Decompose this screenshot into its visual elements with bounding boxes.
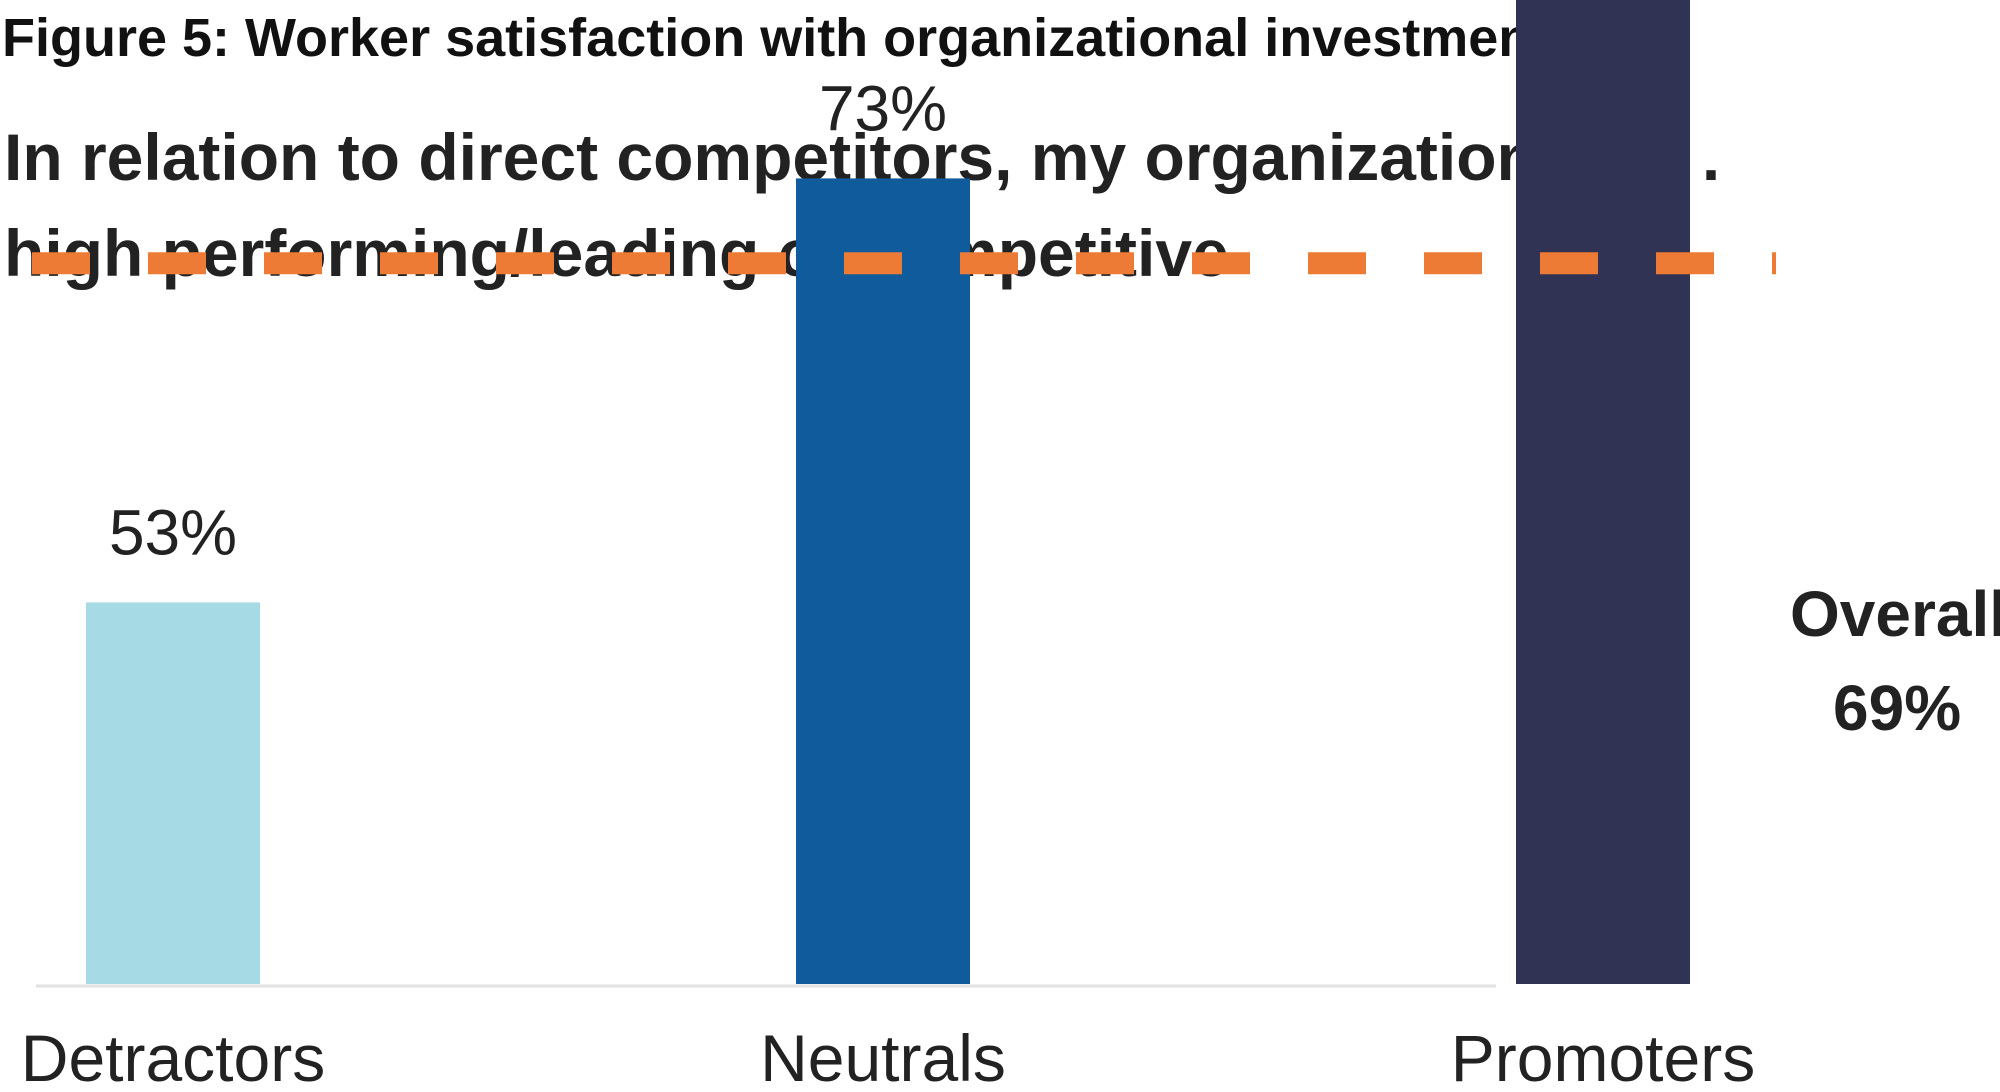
category-label-promoters: Promoters bbox=[1451, 1021, 1755, 1092]
value-label-detractors: 53% bbox=[109, 496, 237, 568]
category-label-detractors: Detractors bbox=[21, 1021, 325, 1092]
bar-promoters bbox=[1516, 0, 1690, 984]
figure-title: Figure 5: Worker satisfaction with organ… bbox=[2, 8, 1549, 68]
bars-layer bbox=[86, 0, 1690, 984]
bar-detractors bbox=[86, 602, 260, 984]
category-label-neutrals: Neutrals bbox=[760, 1021, 1006, 1092]
value-label-neutrals: 73% bbox=[819, 72, 947, 144]
bar-neutrals bbox=[796, 178, 970, 984]
overall-value-label: 69% bbox=[1833, 672, 1961, 744]
overall-label: Overall bbox=[1790, 578, 2000, 650]
